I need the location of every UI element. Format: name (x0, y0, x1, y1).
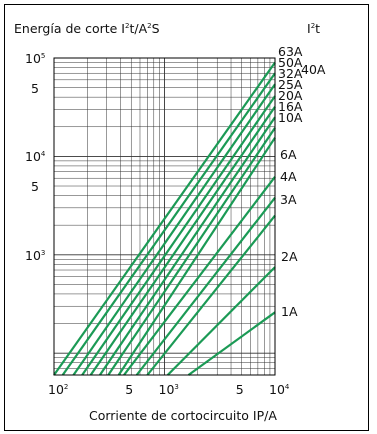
chart-frame: Energía de corte I2t/A2S I2t Corriente d… (4, 4, 369, 431)
x-tick-label: 102 (48, 382, 69, 397)
series-line-20a (98, 116, 276, 376)
series-line-40a (81, 95, 276, 376)
x-tick-label: 5 (235, 382, 244, 397)
series-line-1a (187, 311, 276, 376)
y-tick-label: 5 (31, 179, 39, 194)
series-label-4a: 4A (280, 169, 297, 184)
series-label-1a: 1A (281, 304, 298, 319)
series-label-3a: 3A (280, 192, 297, 207)
y-tick-label: 5 (31, 80, 39, 96)
x-tick-label: 5 (125, 382, 134, 397)
series-label-10a: 10A (278, 110, 303, 125)
plot-border (53, 57, 276, 376)
series-line-4a (135, 197, 276, 376)
series-line-63a (53, 61, 276, 376)
y-axis-title: Energía de corte I2t/A2S (14, 21, 160, 36)
series-label-6a: 6A (280, 147, 297, 162)
series-label-40a: 40A (301, 62, 326, 77)
series-label-50a: 50A (278, 55, 303, 70)
y-tick-label: 103 (25, 247, 46, 263)
series-line-10a (117, 137, 276, 376)
chart-canvas (53, 57, 276, 376)
series-line-25a (89, 106, 276, 376)
series-line-3a (146, 214, 276, 376)
series-label-63a: 63A (278, 44, 303, 59)
chart-series-lines (53, 61, 276, 376)
series-label-20a: 20A (278, 88, 303, 103)
series-line-16a (107, 127, 276, 376)
series-label-16a: 16A (278, 99, 303, 114)
x-tick-label: 104 (269, 382, 290, 397)
series-label-32a: 32A (278, 66, 303, 81)
y-tick-label: 105 (25, 51, 46, 66)
y-tick-label: 104 (25, 149, 46, 165)
series-label-25a: 25A (278, 77, 303, 92)
x-tick-label: 103 (158, 382, 179, 397)
x-axis-title: Corriente de cortocircuito IP/A (89, 408, 277, 423)
series-line-50a (61, 72, 276, 376)
series-line-32a (72, 83, 276, 376)
series-line-2a (166, 266, 276, 376)
series-line-6a (123, 176, 276, 376)
corner-label: I2t (307, 21, 321, 36)
series-label-2a: 2A (281, 249, 298, 264)
